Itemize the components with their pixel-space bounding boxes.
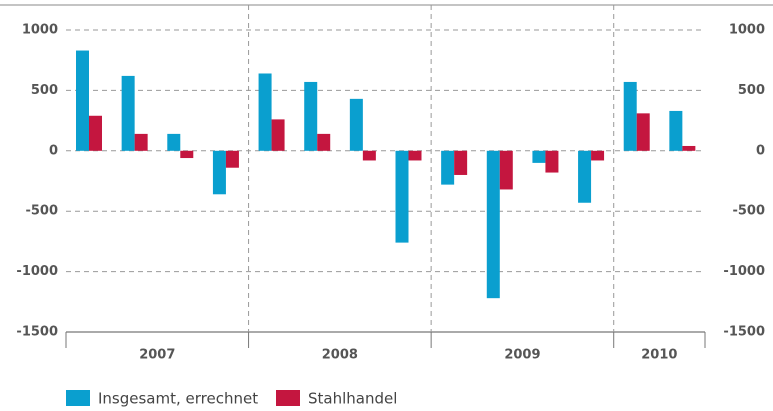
y-tick-label: 0 xyxy=(49,143,58,158)
y-tick-label: 1000 xyxy=(22,23,58,38)
bar xyxy=(167,133,181,151)
bar xyxy=(212,150,226,195)
bar xyxy=(349,98,363,151)
bar xyxy=(682,145,696,151)
y-tick-label: -1000 xyxy=(16,264,58,279)
bar xyxy=(454,150,468,175)
x-group-label: 2010 xyxy=(641,348,677,363)
y2-tick-label: -1000 xyxy=(723,264,765,279)
bar xyxy=(225,150,239,168)
bar xyxy=(408,150,422,161)
legend-swatch xyxy=(276,390,300,406)
y2-tick-label: -1500 xyxy=(723,325,765,340)
bar xyxy=(180,150,194,159)
bar xyxy=(669,110,683,151)
x-group-label: 2007 xyxy=(139,348,175,363)
y2-tick-label: 500 xyxy=(738,83,765,98)
bar xyxy=(623,81,637,151)
bar xyxy=(441,150,455,185)
bar xyxy=(76,50,89,151)
bar xyxy=(258,73,272,151)
bar xyxy=(362,150,376,161)
bar xyxy=(545,150,559,173)
bar xyxy=(578,150,592,203)
legend-label: Insgesamt, errechnet xyxy=(98,390,258,408)
bar xyxy=(317,133,331,151)
bar xyxy=(636,113,650,151)
bar xyxy=(499,150,513,190)
legend-label: Stahlhandel xyxy=(308,390,397,408)
y2-tick-label: 0 xyxy=(756,143,765,158)
bar xyxy=(395,150,409,243)
y-tick-label: -500 xyxy=(25,204,58,219)
legend-swatch xyxy=(66,390,90,406)
bar xyxy=(304,81,318,151)
bar xyxy=(486,150,500,299)
y-tick-label: -1500 xyxy=(16,325,58,340)
bar xyxy=(532,150,546,163)
y2-tick-label: -500 xyxy=(732,204,765,219)
x-group-label: 2009 xyxy=(504,348,540,363)
bar xyxy=(89,115,102,151)
x-group-label: 2008 xyxy=(322,348,358,363)
bar xyxy=(591,150,605,161)
y-tick-label: 500 xyxy=(31,83,58,98)
y2-tick-label: 1000 xyxy=(729,23,765,38)
bar xyxy=(271,119,285,151)
bar xyxy=(134,133,148,151)
bar xyxy=(121,75,135,151)
